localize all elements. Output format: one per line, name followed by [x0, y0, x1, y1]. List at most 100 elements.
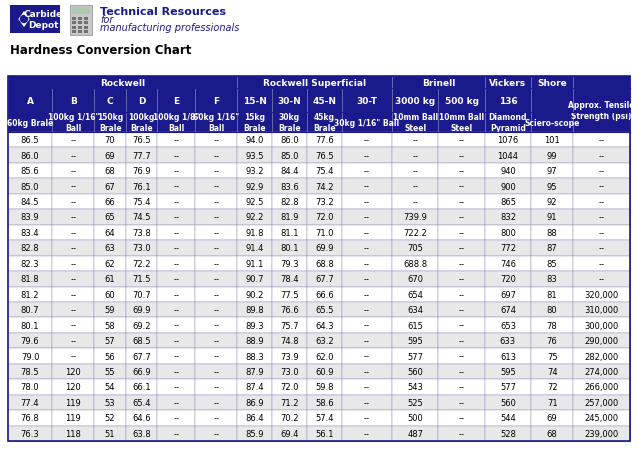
Bar [485, 89, 531, 113]
Text: --: -- [213, 336, 219, 345]
Text: 88.9: 88.9 [246, 336, 264, 345]
Text: 69: 69 [105, 152, 115, 160]
Bar [237, 410, 272, 426]
Text: --: -- [213, 244, 219, 253]
Text: --: -- [70, 305, 77, 314]
Text: Hardness Conversion Chart: Hardness Conversion Chart [10, 44, 191, 57]
Text: 79.3: 79.3 [280, 259, 299, 268]
Bar [52, 148, 94, 164]
Bar [341, 364, 392, 379]
Text: 95: 95 [547, 182, 558, 191]
Bar [531, 302, 573, 318]
Text: --: -- [70, 182, 77, 191]
Bar [195, 364, 237, 379]
Text: 92.5: 92.5 [246, 198, 264, 207]
Bar [52, 133, 94, 148]
Text: 77.7: 77.7 [132, 152, 151, 160]
Text: 75.4: 75.4 [133, 198, 151, 207]
Bar [272, 410, 307, 426]
Text: --: -- [174, 152, 179, 160]
Text: 245,000: 245,000 [584, 414, 619, 423]
Bar [272, 287, 307, 302]
Text: 60kg 1/16"
Ball: 60kg 1/16" Ball [193, 113, 239, 133]
Bar [158, 164, 195, 179]
Text: --: -- [364, 305, 370, 314]
Text: 76.9: 76.9 [132, 167, 151, 176]
Text: 73.0: 73.0 [280, 367, 299, 376]
Bar [531, 225, 573, 241]
Bar [531, 113, 573, 133]
Bar [237, 89, 272, 113]
Text: 595: 595 [408, 336, 423, 345]
Bar [573, 364, 630, 379]
Bar [341, 302, 392, 318]
Text: 66.6: 66.6 [315, 290, 334, 299]
Bar [158, 379, 195, 395]
Bar [272, 179, 307, 194]
Text: Carbide: Carbide [24, 10, 63, 19]
Text: 85.0: 85.0 [280, 152, 299, 160]
Text: 74.2: 74.2 [315, 182, 334, 191]
Bar [485, 179, 531, 194]
Text: for: for [100, 15, 114, 25]
Text: 77.4: 77.4 [21, 398, 40, 407]
Text: 69.9: 69.9 [133, 305, 151, 314]
Bar [94, 256, 126, 272]
Text: 76.6: 76.6 [280, 305, 299, 314]
Bar [237, 287, 272, 302]
Text: 257,000: 257,000 [584, 398, 619, 407]
Text: 63: 63 [105, 244, 115, 253]
Bar [237, 318, 272, 333]
Text: 577: 577 [500, 382, 516, 391]
Bar [94, 410, 126, 426]
Bar [8, 426, 52, 441]
Bar [272, 302, 307, 318]
Bar [8, 349, 52, 364]
Bar [94, 225, 126, 241]
Text: 940: 940 [500, 167, 516, 176]
Bar [52, 364, 94, 379]
Bar [195, 194, 237, 210]
Bar [158, 241, 195, 256]
Text: --: -- [174, 321, 179, 330]
Bar [94, 287, 126, 302]
Text: Brinell: Brinell [422, 78, 455, 87]
Text: 65.4: 65.4 [133, 398, 151, 407]
Text: 58.6: 58.6 [315, 398, 334, 407]
Text: --: -- [364, 398, 370, 407]
Text: 62: 62 [105, 259, 115, 268]
Text: 654: 654 [407, 290, 423, 299]
Bar [158, 194, 195, 210]
Text: 45-N: 45-N [312, 96, 336, 105]
Text: 697: 697 [500, 290, 516, 299]
Text: 87.4: 87.4 [246, 382, 264, 391]
Text: 73.8: 73.8 [132, 228, 151, 237]
Bar [195, 241, 237, 256]
Text: 80.7: 80.7 [21, 305, 40, 314]
Text: 69.9: 69.9 [315, 244, 334, 253]
Text: 525: 525 [408, 398, 423, 407]
Text: 86.0: 86.0 [280, 136, 299, 145]
Text: 150kg
Brale: 150kg Brale [97, 113, 123, 133]
Text: --: -- [364, 136, 370, 145]
Bar [52, 318, 94, 333]
Text: --: -- [364, 244, 370, 253]
Bar [94, 318, 126, 333]
Bar [392, 113, 438, 133]
Bar [438, 113, 485, 133]
Bar [158, 318, 195, 333]
Text: --: -- [598, 136, 605, 145]
Text: 613: 613 [500, 352, 516, 361]
Bar [237, 194, 272, 210]
Bar [94, 89, 126, 113]
Text: 30-N: 30-N [278, 96, 301, 105]
Bar [158, 272, 195, 287]
Bar [438, 210, 485, 225]
Text: 320,000: 320,000 [584, 290, 619, 299]
Bar [237, 179, 272, 194]
Text: 60kg Brale: 60kg Brale [7, 118, 54, 127]
Bar [158, 287, 195, 302]
Bar [52, 113, 94, 133]
Text: --: -- [174, 290, 179, 299]
Text: --: -- [174, 429, 179, 438]
